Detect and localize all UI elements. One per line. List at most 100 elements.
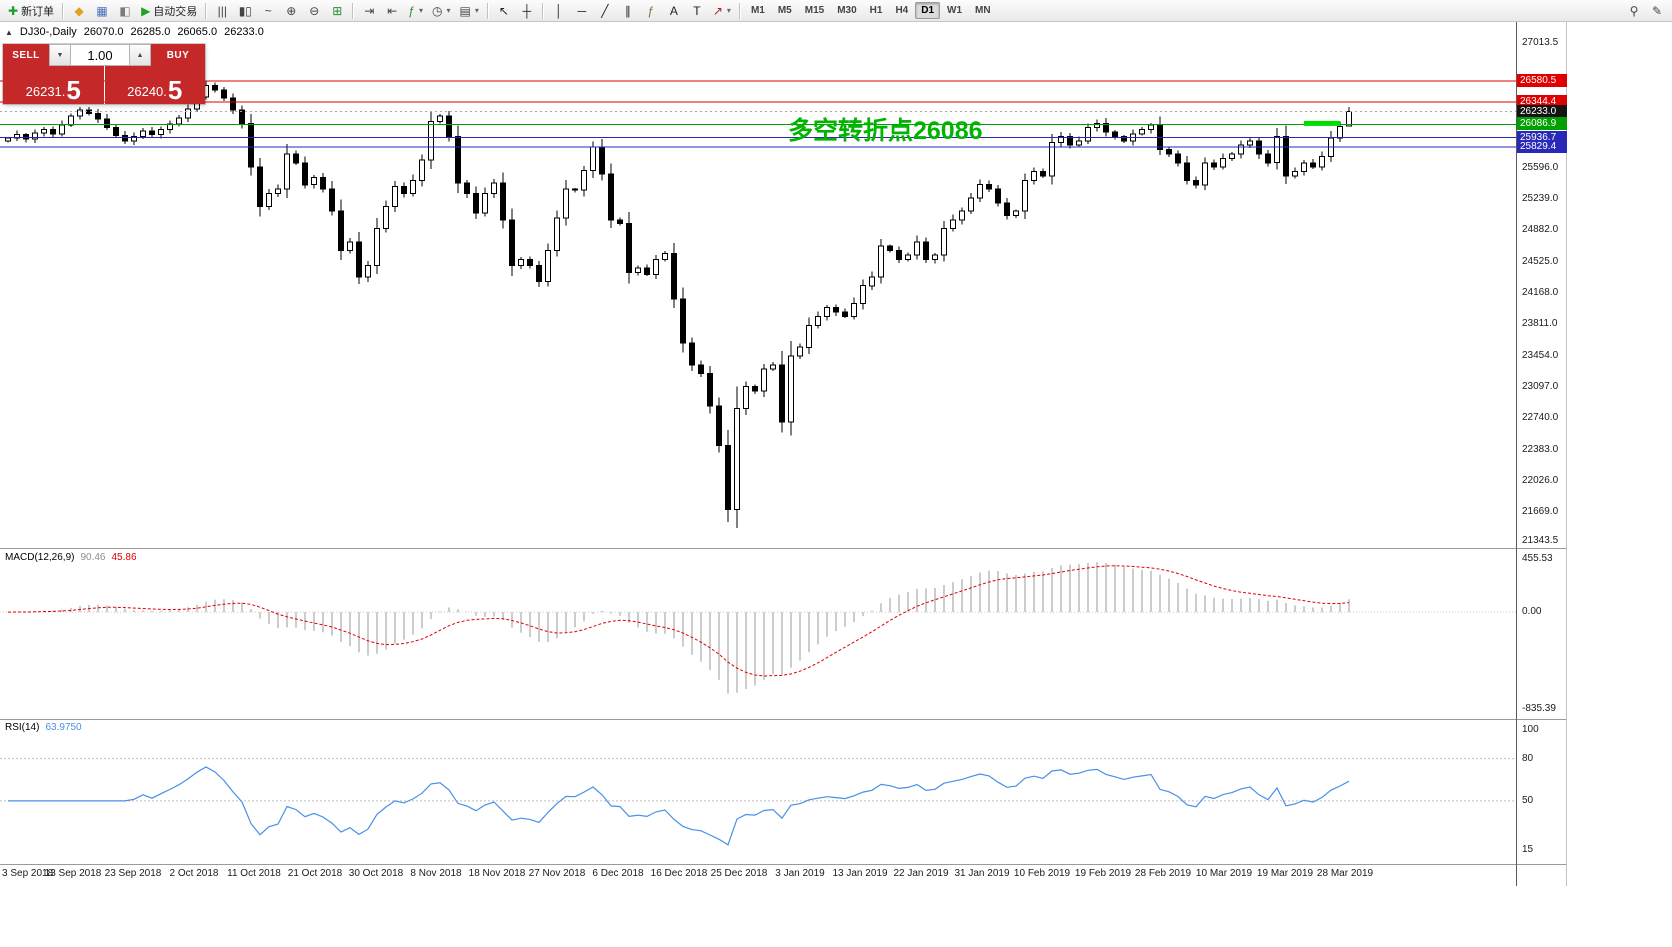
data-window-button[interactable]: ◧: [114, 1, 136, 20]
tile-windows-button[interactable]: ⊞: [326, 1, 348, 20]
quick-edit-button[interactable]: ✎: [1646, 1, 1668, 20]
candle-body: [1310, 162, 1316, 168]
line-chart-button[interactable]: ~: [257, 1, 279, 20]
text-label-button[interactable]: T: [686, 1, 708, 20]
candle-body: [1346, 111, 1352, 127]
chart-symbol-period: DJ30-,Daily: [19, 26, 77, 38]
candle: [1292, 167, 1298, 179]
indicators-caret-icon: ▾: [418, 6, 423, 15]
sell-price-button[interactable]: 26231. 5: [3, 66, 104, 104]
volume-decrease-button[interactable]: ▼: [49, 44, 71, 66]
candle-body: [284, 153, 290, 190]
price-axis[interactable]: 27013.5 25596.0 25239.0 24882.0 24525.0 24168…: [1517, 22, 1667, 947]
candle-body: [536, 265, 542, 282]
timeframe-m15-button[interactable]: M15: [799, 2, 830, 19]
periods-caret-icon: ▾: [446, 6, 451, 15]
time-axis[interactable]: 3 Sep 2018 13 Sep 2018 23 Sep 2018 2 Oct 20…: [0, 22, 1516, 947]
buy-price-button[interactable]: 26240. 5: [104, 66, 205, 104]
price-axis-label: 22383.0: [1522, 444, 1559, 455]
auto-trading-button[interactable]: ▶ 自动交易: [137, 1, 201, 20]
zoom-in-button[interactable]: ⊕: [280, 1, 302, 20]
candle: [509, 208, 515, 276]
timeframe-w1-button[interactable]: W1: [941, 2, 968, 19]
candle: [581, 165, 587, 197]
candle: [1274, 128, 1280, 170]
pane-separator-rsi[interactable]: [0, 719, 1566, 720]
candle-body: [986, 184, 992, 190]
candle: [536, 261, 542, 288]
candle-body: [41, 128, 47, 134]
timeframe-m5-button[interactable]: M5: [772, 2, 798, 19]
timeframe-h4-button[interactable]: H4: [889, 2, 914, 19]
candle-body: [14, 134, 20, 139]
cursor-icon: ↖: [498, 3, 509, 18]
search-button[interactable]: ⚲: [1623, 1, 1645, 20]
candle: [257, 158, 263, 217]
candle: [752, 384, 758, 394]
market-watch-button[interactable]: ▦: [91, 1, 113, 20]
vertical-line-button[interactable]: │: [548, 1, 570, 20]
candle: [986, 180, 992, 193]
bar-chart-icon: |||: [217, 3, 227, 18]
timeframe-mn-button[interactable]: MN: [969, 2, 997, 19]
candle: [1202, 157, 1208, 191]
profiles-button[interactable]: ◆: [68, 1, 90, 20]
candle-body: [1031, 171, 1037, 181]
auto-scroll-button[interactable]: ⇥: [358, 1, 380, 20]
candlestick-chart-button[interactable]: ▮▯: [234, 1, 256, 20]
arrows-button[interactable]: ↗ ▾: [709, 1, 735, 20]
candle-body: [617, 219, 623, 224]
chart-canvas[interactable]: [0, 22, 1516, 864]
timeframe-h1-button[interactable]: H1: [864, 2, 889, 19]
volume-input[interactable]: 1.00: [71, 44, 129, 66]
templates-button[interactable]: ▤ ▾: [456, 1, 483, 20]
one-click-toggle-icon[interactable]: ▲: [5, 28, 13, 37]
price-line-badge: 26233.0: [1517, 105, 1567, 118]
candle: [950, 214, 956, 232]
candle: [1193, 176, 1199, 189]
price-axis-label: 21343.5: [1522, 535, 1559, 546]
candle-body: [1238, 144, 1244, 155]
timeframe-m1-button[interactable]: M1: [745, 2, 771, 19]
text-button[interactable]: A: [663, 1, 685, 20]
sell-button[interactable]: SELL: [3, 44, 49, 66]
candle-body: [662, 252, 668, 260]
fibonacci-retracement-button[interactable]: ƒ: [640, 1, 662, 20]
pane-separator-macd[interactable]: [0, 548, 1566, 549]
bar-chart-button[interactable]: |||: [211, 1, 233, 20]
periods-button[interactable]: ◷ ▾: [428, 1, 455, 20]
hlines-group[interactable]: [0, 80, 1516, 148]
horizontal-line-button[interactable]: ─: [571, 1, 593, 20]
quick-edit-icon: ✎: [1651, 3, 1663, 18]
zoom-out-button[interactable]: ⊖: [303, 1, 325, 20]
candle: [1121, 134, 1127, 143]
candle-body: [896, 250, 902, 260]
macd-signal-value: 45.86: [111, 552, 137, 563]
cursor-button[interactable]: ↖: [493, 1, 515, 20]
candle: [437, 114, 443, 124]
candle: [905, 252, 911, 262]
trendline-button[interactable]: ╱: [594, 1, 616, 20]
chart-annotation-text[interactable]: 多空转折点26086: [788, 117, 983, 145]
candle-body: [1337, 125, 1343, 139]
equidistant-channel-button[interactable]: ∥: [617, 1, 639, 20]
candle: [14, 130, 20, 141]
candle: [1184, 156, 1190, 185]
price-axis-label: 25596.0: [1522, 162, 1559, 173]
candle: [968, 192, 974, 215]
timeframe-m30-button[interactable]: M30: [831, 2, 862, 19]
candle-body: [716, 405, 722, 447]
volume-increase-button[interactable]: ▲: [129, 44, 151, 66]
indicators-button[interactable]: ƒ ▾: [404, 1, 427, 20]
chart-shift-button[interactable]: ⇤: [381, 1, 403, 20]
candle-body: [797, 346, 803, 357]
candle-body: [383, 206, 389, 230]
time-axis-label: 2 Oct 2018: [169, 868, 219, 879]
buy-button[interactable]: BUY: [151, 44, 205, 66]
candle-body: [437, 115, 443, 122]
candle-body: [1067, 135, 1073, 146]
timeframe-d1-button[interactable]: D1: [915, 2, 941, 19]
new-order-button[interactable]: ✚ 新订单: [4, 1, 58, 20]
crosshair-button[interactable]: ┼: [516, 1, 538, 20]
candle-body: [1229, 153, 1235, 159]
